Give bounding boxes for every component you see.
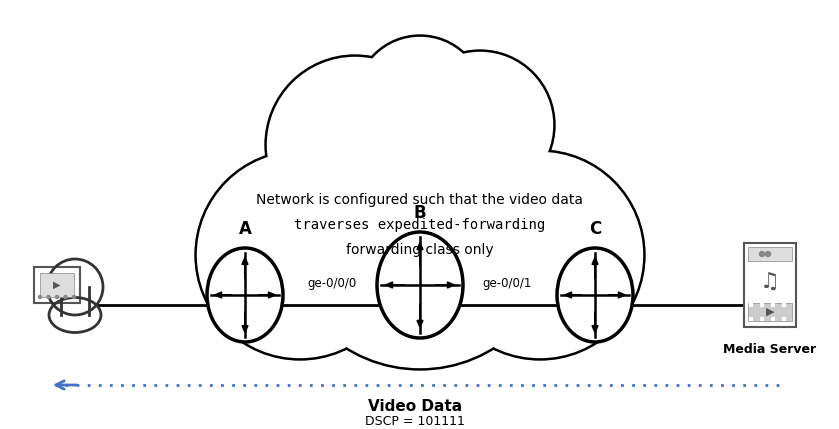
- FancyBboxPatch shape: [748, 247, 792, 261]
- Text: C: C: [589, 220, 601, 238]
- Text: ▶: ▶: [766, 307, 774, 317]
- FancyArrow shape: [417, 243, 423, 266]
- FancyBboxPatch shape: [744, 243, 796, 327]
- Circle shape: [47, 259, 103, 315]
- Text: Media Server: Media Server: [723, 343, 816, 356]
- Text: ▶: ▶: [53, 280, 60, 290]
- Text: forwarding class only: forwarding class only: [347, 243, 494, 257]
- Circle shape: [759, 251, 764, 257]
- FancyBboxPatch shape: [782, 303, 786, 307]
- Circle shape: [437, 152, 643, 357]
- Circle shape: [435, 150, 645, 360]
- FancyArrow shape: [386, 282, 405, 288]
- FancyArrow shape: [258, 292, 275, 298]
- Circle shape: [283, 93, 557, 368]
- Circle shape: [39, 296, 41, 299]
- FancyArrow shape: [592, 257, 598, 278]
- FancyBboxPatch shape: [748, 303, 792, 321]
- Circle shape: [355, 35, 485, 165]
- FancyArrow shape: [435, 282, 455, 288]
- FancyBboxPatch shape: [749, 317, 753, 321]
- FancyArrow shape: [242, 257, 248, 278]
- Text: traverses expedited-forwarding: traverses expedited-forwarding: [294, 218, 545, 232]
- FancyArrow shape: [608, 292, 625, 298]
- Text: A: A: [238, 220, 252, 238]
- FancyBboxPatch shape: [760, 317, 764, 321]
- Circle shape: [195, 150, 405, 360]
- Circle shape: [268, 57, 442, 233]
- Text: ♫: ♫: [760, 272, 780, 292]
- Text: DSCP = 101111: DSCP = 101111: [365, 415, 465, 428]
- Circle shape: [265, 55, 445, 235]
- FancyArrow shape: [242, 311, 248, 332]
- Circle shape: [72, 296, 76, 299]
- Circle shape: [765, 251, 770, 257]
- Ellipse shape: [557, 248, 633, 342]
- FancyArrow shape: [215, 292, 232, 298]
- Circle shape: [197, 152, 403, 357]
- Circle shape: [55, 296, 59, 299]
- Text: ge-0/0/0: ge-0/0/0: [308, 277, 357, 290]
- FancyBboxPatch shape: [771, 317, 775, 321]
- FancyArrow shape: [592, 311, 598, 332]
- Circle shape: [408, 52, 553, 197]
- FancyBboxPatch shape: [760, 303, 764, 307]
- Text: Network is configured such that the video data: Network is configured such that the vide…: [257, 193, 583, 207]
- Ellipse shape: [377, 232, 463, 338]
- FancyBboxPatch shape: [61, 285, 89, 317]
- Text: B: B: [414, 204, 426, 222]
- Ellipse shape: [207, 248, 283, 342]
- Circle shape: [405, 50, 555, 200]
- Text: Video Data: Video Data: [368, 399, 462, 414]
- Text: ge-0/0/1: ge-0/0/1: [482, 277, 532, 290]
- FancyBboxPatch shape: [40, 273, 74, 297]
- FancyArrow shape: [417, 304, 423, 327]
- FancyBboxPatch shape: [749, 303, 753, 307]
- Circle shape: [47, 296, 50, 299]
- FancyArrow shape: [565, 292, 581, 298]
- Circle shape: [280, 90, 560, 370]
- FancyBboxPatch shape: [34, 267, 80, 303]
- FancyBboxPatch shape: [771, 303, 775, 307]
- Circle shape: [357, 37, 482, 163]
- Circle shape: [64, 296, 67, 299]
- Ellipse shape: [49, 297, 101, 332]
- FancyBboxPatch shape: [782, 317, 786, 321]
